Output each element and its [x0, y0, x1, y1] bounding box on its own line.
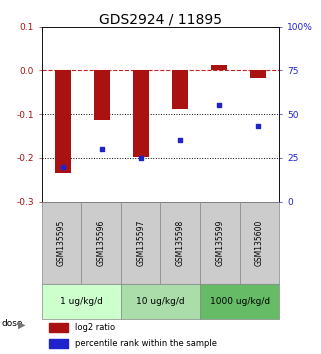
Bar — [240, 202, 279, 284]
Bar — [172, 70, 188, 109]
Title: GDS2924 / 11895: GDS2924 / 11895 — [99, 12, 222, 27]
Bar — [250, 70, 266, 78]
Bar — [211, 65, 227, 70]
Bar — [49, 339, 68, 348]
Bar — [133, 70, 149, 157]
Bar — [121, 202, 160, 284]
Text: 10 ug/kg/d: 10 ug/kg/d — [136, 297, 185, 306]
Bar — [49, 323, 68, 332]
Bar — [42, 202, 81, 284]
Text: 1000 ug/kg/d: 1000 ug/kg/d — [210, 297, 270, 306]
Bar — [55, 70, 71, 173]
Text: GSM135597: GSM135597 — [136, 219, 145, 266]
Point — [138, 155, 143, 161]
Point — [100, 146, 105, 152]
Point — [178, 138, 183, 143]
Text: percentile rank within the sample: percentile rank within the sample — [75, 339, 217, 348]
Text: dose: dose — [2, 319, 23, 329]
Text: ▶: ▶ — [18, 320, 25, 330]
Text: GSM135600: GSM135600 — [255, 219, 264, 266]
Point — [61, 164, 66, 170]
Bar — [94, 70, 110, 120]
Bar — [81, 202, 121, 284]
Point — [255, 124, 260, 129]
Text: GSM135596: GSM135596 — [97, 219, 106, 266]
Text: GSM135598: GSM135598 — [176, 219, 185, 266]
Text: GSM135595: GSM135595 — [57, 219, 66, 266]
Bar — [121, 284, 200, 319]
Bar — [160, 202, 200, 284]
Bar — [200, 202, 240, 284]
Bar — [200, 284, 279, 319]
Point — [216, 103, 221, 108]
Text: 1 ug/kg/d: 1 ug/kg/d — [60, 297, 103, 306]
Text: log2 ratio: log2 ratio — [75, 323, 115, 332]
Bar — [42, 284, 121, 319]
Text: GSM135599: GSM135599 — [215, 219, 224, 266]
